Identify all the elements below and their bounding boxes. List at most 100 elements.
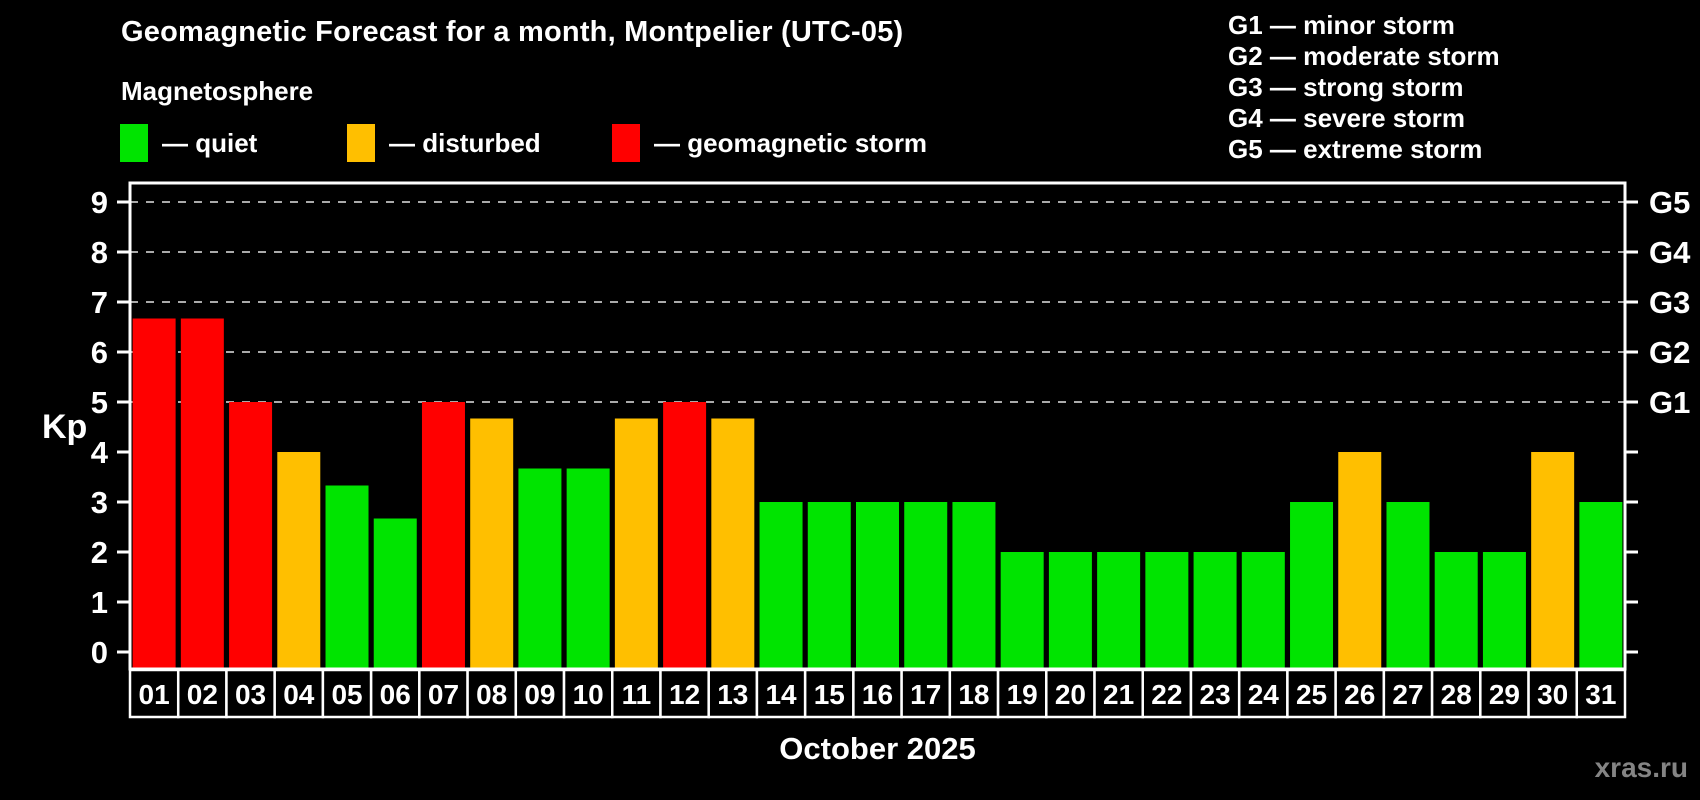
bar-day-27 <box>1386 502 1430 669</box>
day-label-13: 13 <box>717 679 748 710</box>
day-label-11: 11 <box>622 679 652 710</box>
bar-day-29 <box>1482 552 1526 669</box>
legend-item-storm: — geomagnetic storm <box>612 122 927 164</box>
day-cell-17 <box>900 668 952 719</box>
y-tick-label-9: 9 <box>91 185 108 220</box>
bar-day-26 <box>1338 452 1382 669</box>
bar-day-06 <box>373 518 417 669</box>
bar-day-22 <box>1145 552 1189 669</box>
g2-legend-line: G2 — moderate storm <box>1228 41 1500 71</box>
day-cell-15 <box>803 668 855 719</box>
bar-day-24 <box>1241 552 1285 669</box>
bar-day-04 <box>277 452 321 669</box>
quiet-label: — quiet <box>162 127 258 158</box>
day-label-03: 03 <box>235 679 266 710</box>
bar-day-30 <box>1531 452 1575 669</box>
day-label-09: 09 <box>524 679 555 710</box>
bar-day-19 <box>1000 552 1044 669</box>
g3-legend-line: G3 — strong storm <box>1228 72 1464 102</box>
disturbed-color-swatch <box>347 124 375 162</box>
bar-day-03 <box>229 402 273 669</box>
day-label-01: 01 <box>139 679 170 710</box>
day-label-29: 29 <box>1489 679 1520 710</box>
g-axis-label-g5: G5 <box>1649 185 1690 220</box>
day-label-08: 08 <box>476 679 507 710</box>
bar-day-14 <box>759 502 803 669</box>
y-tick-label-4: 4 <box>91 435 109 470</box>
y-tick-label-5: 5 <box>91 385 108 420</box>
y-tick-label-2: 2 <box>91 535 108 570</box>
day-cell-22 <box>1141 668 1193 719</box>
g-axis-label-g3: G3 <box>1649 285 1690 320</box>
bar-day-05 <box>325 485 369 669</box>
day-cell-09 <box>514 668 566 719</box>
day-cell-28 <box>1430 668 1482 719</box>
day-label-02: 02 <box>187 679 218 710</box>
day-label-17: 17 <box>910 679 941 710</box>
day-label-22: 22 <box>1151 679 1182 710</box>
g-axis-label-g4: G4 <box>1649 235 1691 270</box>
day-label-31: 31 <box>1585 679 1616 710</box>
storm-label: — geomagnetic storm <box>654 127 928 158</box>
day-cell-16 <box>852 668 903 719</box>
day-label-10: 10 <box>573 679 604 710</box>
bar-day-13 <box>711 418 755 669</box>
legend-item-quiet: — quiet <box>120 122 257 164</box>
bar-day-21 <box>1097 552 1141 669</box>
bar-day-18 <box>952 502 996 669</box>
day-label-25: 25 <box>1296 679 1327 710</box>
day-cell-31 <box>1575 668 1627 719</box>
day-label-15: 15 <box>814 679 845 710</box>
bar-day-09 <box>518 468 562 669</box>
g5-legend-line: G5 — extreme storm <box>1228 134 1483 164</box>
day-label-24: 24 <box>1248 679 1280 710</box>
day-label-19: 19 <box>1007 679 1038 710</box>
bar-day-11 <box>614 418 658 669</box>
disturbed-label: — disturbed <box>389 127 541 158</box>
g1-legend-line: G1 — minor storm <box>1228 10 1455 40</box>
g4-legend-line: G4 — severe storm <box>1228 103 1466 133</box>
storm-color-swatch <box>612 124 640 162</box>
month-label: October 2025 <box>779 731 976 766</box>
bar-day-17 <box>904 502 948 669</box>
y-tick-label-3: 3 <box>91 485 108 520</box>
day-label-14: 14 <box>765 679 797 710</box>
bar-day-08 <box>470 418 514 669</box>
bar-day-02 <box>180 318 224 669</box>
bar-day-01 <box>132 318 176 669</box>
bar-day-20 <box>1048 552 1092 669</box>
day-label-18: 18 <box>958 679 989 710</box>
day-label-12: 12 <box>669 679 700 710</box>
bar-day-16 <box>856 502 899 669</box>
day-label-21: 21 <box>1103 679 1134 710</box>
bar-day-12 <box>663 402 707 669</box>
legend-item-disturbed: — disturbed <box>347 122 541 164</box>
bar-day-15 <box>807 502 851 669</box>
bar-day-31 <box>1579 502 1623 669</box>
day-cell-23 <box>1189 668 1241 719</box>
watermark: xras.ru <box>1594 752 1688 783</box>
y-tick-label-6: 6 <box>91 335 108 370</box>
day-label-30: 30 <box>1537 679 1568 710</box>
g-axis-label-g1: G1 <box>1649 385 1690 420</box>
day-cell-30 <box>1527 668 1579 719</box>
day-label-27: 27 <box>1392 679 1423 710</box>
day-cell-24 <box>1237 668 1289 719</box>
chart-title: Geomagnetic Forecast for a month, Montpe… <box>121 16 904 48</box>
y-tick-label-1: 1 <box>91 585 108 620</box>
bar-day-07 <box>421 402 465 669</box>
day-cell-26 <box>1334 668 1386 719</box>
day-label-07: 07 <box>428 679 459 710</box>
g-axis-label-g2: G2 <box>1649 335 1690 370</box>
day-cell-08 <box>466 668 518 719</box>
day-label-23: 23 <box>1200 679 1231 710</box>
day-label-16: 16 <box>862 679 893 710</box>
day-label-20: 20 <box>1055 679 1086 710</box>
day-label-05: 05 <box>331 679 362 710</box>
day-cell-05 <box>321 668 373 719</box>
day-cell-12 <box>659 668 710 719</box>
bar-day-23 <box>1193 552 1237 669</box>
day-cell-29 <box>1479 668 1530 719</box>
